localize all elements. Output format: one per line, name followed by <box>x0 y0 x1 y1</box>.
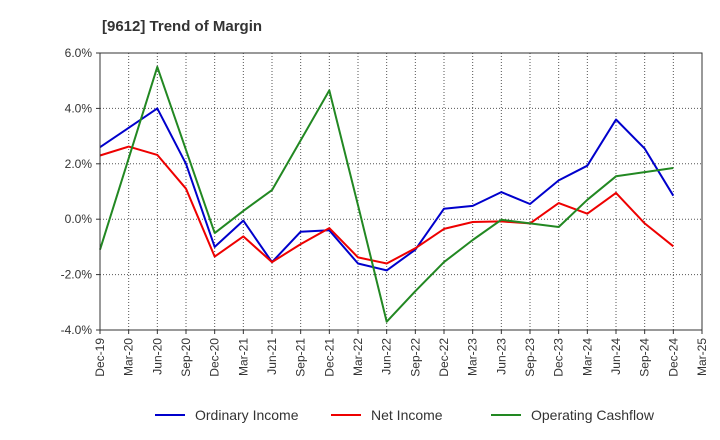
x-tick-label: Dec-20 <box>208 338 222 377</box>
x-tick-label: Mar-21 <box>236 338 250 376</box>
x-tick-label: Dec-22 <box>437 338 451 377</box>
x-tick-label: Sep-22 <box>408 338 422 377</box>
x-tick-label: Sep-20 <box>179 338 193 377</box>
x-tick-label: Jun-24 <box>609 338 623 375</box>
series-line-operating-cashflow <box>99 65 674 323</box>
x-tick-label: Dec-19 <box>93 338 107 377</box>
x-tick-label: Dec-24 <box>666 338 680 377</box>
x-tick-label: Dec-23 <box>552 338 566 377</box>
y-axis-tick-labels: -4.0% -2.0% 0.0% 2.0% 4.0% 6.0% <box>61 46 100 337</box>
x-tick-label: Sep-23 <box>523 338 537 377</box>
legend-label: Net Income <box>371 407 443 423</box>
x-tick-label: Jun-22 <box>380 338 394 375</box>
y-tick-label: 2.0% <box>65 157 93 171</box>
x-tick-label: Sep-24 <box>638 338 652 377</box>
plot-area-frame <box>99 52 703 331</box>
x-tick-label: Mar-23 <box>466 338 480 376</box>
y-tick-label: -2.0% <box>61 268 93 282</box>
x-tick-label: Mar-24 <box>580 338 594 376</box>
y-tick-label: 4.0% <box>65 101 93 115</box>
x-tick-label: Jun-20 <box>150 338 164 375</box>
series-lines <box>99 65 675 323</box>
legend-label: Operating Cashflow <box>531 407 655 423</box>
x-tick-label: Mar-22 <box>351 338 365 376</box>
legend-label: Ordinary Income <box>195 407 299 423</box>
grid-lines <box>100 53 702 330</box>
x-tick-label: Mar-20 <box>122 338 136 376</box>
x-tick-label: Jun-21 <box>265 338 279 375</box>
chart-title: [9612] Trend of Margin <box>102 18 262 35</box>
x-tick-label: Mar-25 <box>695 338 709 376</box>
x-tick-label: Dec-21 <box>322 338 336 377</box>
y-tick-label: 6.0% <box>65 46 93 60</box>
x-tick-label: Sep-21 <box>294 338 308 377</box>
legend: Ordinary Income Net Income Operating Cashf… <box>155 407 655 423</box>
y-tick-label: -4.0% <box>61 323 93 337</box>
y-tick-label: 0.0% <box>65 212 93 226</box>
x-axis-tick-labels: Dec-19 Mar-20 Jun-20 Sep-20 Dec-20 Mar-21 Jun-… <box>93 330 709 377</box>
x-tick-label: Jun-23 <box>494 338 508 375</box>
series-line-ordinary-income <box>99 107 675 272</box>
